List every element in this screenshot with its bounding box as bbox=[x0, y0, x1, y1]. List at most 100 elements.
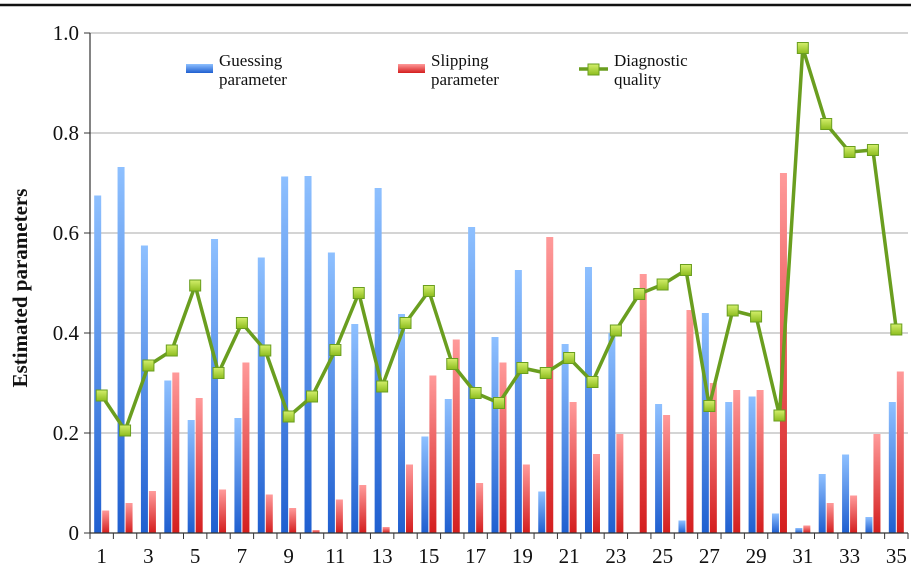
point-diagnostic-6 bbox=[212, 367, 225, 379]
x-tick-label-9: 9 bbox=[283, 544, 294, 568]
bar-slipping-16 bbox=[452, 339, 460, 533]
bar-guessing-30 bbox=[771, 513, 779, 533]
x-tick-label-1: 1 bbox=[96, 544, 107, 568]
axes bbox=[84, 32, 909, 539]
bar-slipping-25 bbox=[663, 415, 671, 533]
legend: Guessing parameter Slipping parameter Di… bbox=[186, 51, 688, 89]
x-tick-label-15: 15 bbox=[418, 544, 439, 568]
point-diagnostic-17 bbox=[469, 387, 482, 399]
bar-guessing-1 bbox=[94, 195, 102, 533]
bar-guessing-22 bbox=[584, 267, 592, 533]
bar-guessing-6 bbox=[211, 239, 219, 533]
x-tick-label-19: 19 bbox=[512, 544, 533, 568]
bar-guessing-13 bbox=[374, 188, 382, 533]
bar-guessing-20 bbox=[538, 491, 546, 533]
bar-guessing-2 bbox=[117, 167, 125, 533]
bar-guessing-10 bbox=[304, 176, 312, 533]
bar-slipping-31 bbox=[803, 525, 811, 533]
point-diagnostic-20 bbox=[539, 367, 552, 379]
bar-slipping-19 bbox=[522, 464, 530, 533]
bar-guessing-9 bbox=[281, 176, 289, 533]
point-diagnostic-26 bbox=[679, 264, 692, 276]
bar-guessing-5 bbox=[187, 420, 195, 533]
bar-guessing-8 bbox=[257, 257, 265, 533]
bar-slipping-7 bbox=[242, 362, 250, 533]
bar-guessing-12 bbox=[351, 324, 359, 533]
bar-guessing-23 bbox=[608, 333, 616, 533]
legend-item-guessing: Guessing parameter bbox=[186, 51, 287, 89]
bar-guessing-27 bbox=[701, 313, 709, 533]
point-diagnostic-12 bbox=[352, 287, 365, 299]
y-axis-title: Estimated parameters bbox=[8, 189, 32, 388]
point-diagnostic-22 bbox=[586, 376, 599, 388]
point-diagnostic-1 bbox=[95, 389, 108, 402]
point-diagnostic-25 bbox=[656, 278, 669, 291]
point-diagnostic-24 bbox=[633, 288, 646, 300]
point-diagnostic-27 bbox=[703, 400, 716, 412]
x-tick-labels: 1 3 5 7 9 11 13 15 17 19 21 23 25 27 29 31 33 35 bbox=[96, 544, 906, 568]
bar-slipping-24 bbox=[639, 274, 647, 533]
point-diagnostic-10 bbox=[306, 390, 319, 403]
bar-slipping-26 bbox=[686, 310, 694, 533]
gridlines bbox=[90, 32, 908, 434]
point-diagnostic-2 bbox=[119, 424, 132, 437]
point-diagnostic-33 bbox=[843, 146, 856, 158]
point-diagnostic-28 bbox=[726, 304, 739, 317]
bar-guessing-26 bbox=[678, 520, 686, 533]
legend-label-diagnostic-line2: quality bbox=[614, 70, 662, 89]
point-diagnostic-31 bbox=[796, 42, 809, 54]
bar-slipping-17 bbox=[476, 483, 484, 533]
point-diagnostic-21 bbox=[563, 352, 576, 364]
point-diagnostic-34 bbox=[866, 144, 879, 156]
bar-guessing-34 bbox=[865, 517, 873, 533]
point-diagnostic-23 bbox=[609, 324, 622, 337]
y-tick-label-1: 0.2 bbox=[53, 421, 79, 445]
bar-guessing-15 bbox=[421, 436, 429, 533]
y-tick-label-0: 0 bbox=[69, 521, 80, 545]
point-diagnostic-16 bbox=[446, 358, 459, 370]
bar-slipping-15 bbox=[429, 375, 437, 533]
point-diagnostic-3 bbox=[142, 359, 155, 372]
bar-slipping-9 bbox=[289, 508, 297, 533]
bar-slipping-5 bbox=[195, 398, 203, 533]
point-diagnostic-32 bbox=[820, 118, 833, 130]
legend-marker-diagnostic bbox=[587, 63, 600, 76]
bar-slipping-10 bbox=[312, 530, 320, 533]
legend-item-diagnostic: Diagnostic quality bbox=[579, 51, 688, 89]
legend-label-slipping-line2: parameter bbox=[431, 70, 499, 89]
point-diagnostic-7 bbox=[235, 317, 248, 329]
y-tick-label-5: 1.0 bbox=[53, 21, 79, 45]
bar-guessing-25 bbox=[655, 404, 663, 533]
point-diagnostic-19 bbox=[516, 362, 529, 374]
legend-label-diagnostic-line1: Diagnostic bbox=[614, 51, 688, 70]
bar-slipping-22 bbox=[592, 454, 600, 533]
bar-slipping-18 bbox=[499, 362, 507, 533]
legend-swatch-guessing bbox=[186, 64, 213, 73]
bar-slipping-32 bbox=[826, 503, 834, 533]
bar-slipping-3 bbox=[148, 491, 156, 533]
x-tick-label-31: 31 bbox=[792, 544, 813, 568]
legend-item-slipping: Slipping parameter bbox=[398, 51, 499, 89]
x-tick-label-3: 3 bbox=[143, 544, 154, 568]
bar-slipping-1 bbox=[102, 510, 110, 533]
bar-guessing-29 bbox=[748, 396, 756, 533]
bar-slipping-35 bbox=[896, 371, 904, 533]
bar-slipping-6 bbox=[219, 489, 227, 533]
bar-guessing-11 bbox=[327, 252, 335, 533]
x-tick-label-33: 33 bbox=[839, 544, 860, 568]
x-tick-label-17: 17 bbox=[465, 544, 486, 568]
bar-slipping-20 bbox=[546, 237, 554, 533]
bars bbox=[94, 167, 904, 533]
legend-label-guessing-line1: Guessing bbox=[219, 51, 283, 70]
bar-guessing-28 bbox=[725, 402, 733, 533]
bar-slipping-12 bbox=[359, 485, 367, 533]
bar-slipping-21 bbox=[569, 402, 577, 533]
bar-slipping-8 bbox=[265, 494, 273, 533]
bar-slipping-27 bbox=[709, 383, 717, 533]
bar-slipping-28 bbox=[733, 390, 741, 533]
bar-guessing-19 bbox=[514, 270, 522, 533]
x-tick-label-35: 35 bbox=[886, 544, 907, 568]
bar-slipping-2 bbox=[125, 503, 133, 533]
x-tick-label-5: 5 bbox=[190, 544, 201, 568]
bar-guessing-16 bbox=[444, 399, 452, 533]
